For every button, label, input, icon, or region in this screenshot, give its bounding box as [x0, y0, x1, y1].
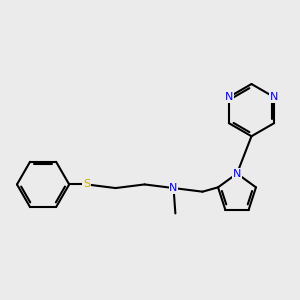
Text: N: N [169, 183, 178, 193]
Text: S: S [83, 179, 90, 189]
Text: N: N [233, 169, 241, 178]
Text: N: N [225, 92, 233, 102]
Text: N: N [270, 92, 278, 102]
